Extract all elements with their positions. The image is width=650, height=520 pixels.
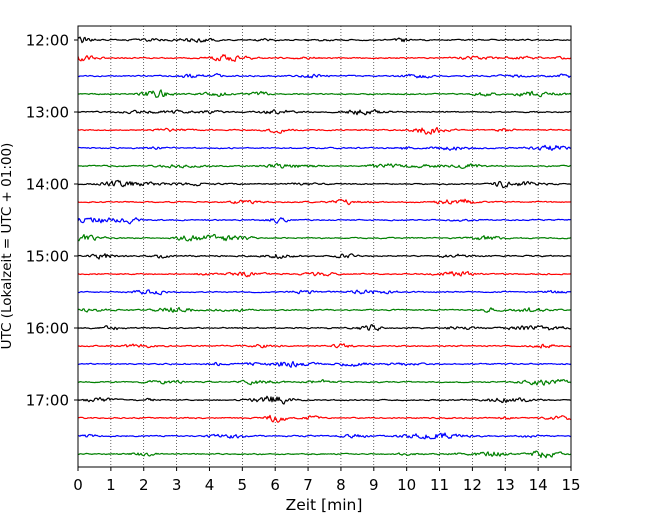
vertical-grid [110, 26, 539, 467]
trace-1700 [77, 395, 572, 405]
trace-1545 [77, 306, 572, 313]
x-tick-label: 15 [561, 476, 580, 494]
x-tick-label: 6 [270, 476, 280, 494]
trace-1515 [77, 270, 572, 278]
x-tick-label: 8 [336, 476, 346, 494]
x-tick-label: 9 [369, 476, 379, 494]
trace-1530 [77, 289, 572, 296]
trace-1245 [77, 89, 572, 98]
x-tick-label: 7 [303, 476, 313, 494]
trace-1645 [77, 378, 572, 386]
trace-1345 [77, 162, 572, 169]
trace-1730 [77, 432, 572, 440]
seismogram-traces [77, 36, 572, 459]
plot-frame [77, 25, 572, 468]
x-tick-label: 13 [496, 476, 515, 494]
y-tick-label: 13:00 [26, 104, 69, 122]
y-tick-label: 15:00 [26, 248, 69, 266]
y-tick-label: 17:00 [26, 392, 69, 410]
trace-1615 [77, 343, 572, 349]
x-tick-label: 5 [238, 476, 248, 494]
trace-1630 [77, 360, 572, 368]
y-tick-label: 12:00 [26, 32, 69, 50]
x-tick-label: 1 [106, 476, 116, 494]
trace-1330 [77, 144, 572, 151]
x-tick-label: 11 [430, 476, 449, 494]
y-axis: 12:00 13:00 14:00 15:00 16:00 17:00 [26, 32, 78, 410]
x-axis-label: Zeit [min] [286, 496, 363, 514]
x-tick-label: 2 [139, 476, 149, 494]
trace-1415 [77, 198, 572, 206]
trace-1430 [77, 217, 572, 225]
trace-1315 [77, 126, 572, 135]
trace-1445 [77, 233, 572, 242]
x-tick-label: 14 [529, 476, 548, 494]
trace-1715 [77, 414, 572, 423]
trace-1215 [77, 54, 572, 62]
x-tick-label: 4 [205, 476, 215, 494]
trace-1500 [77, 253, 572, 260]
trace-1230 [77, 72, 572, 79]
x-tick-label: 12 [463, 476, 482, 494]
x-tick-label: 3 [172, 476, 182, 494]
x-axis: 0 1 2 3 4 5 6 7 8 9 10 11 12 13 14 15 [73, 467, 581, 494]
trace-1600 [77, 324, 572, 332]
y-tick-label: 14:00 [26, 176, 69, 194]
y-axis-label: UTC (Lokalzeit = UTC + 01:00) [0, 143, 15, 350]
trace-1200 [77, 36, 572, 44]
trace-1745 [77, 450, 572, 459]
y-tick-label: 16:00 [26, 320, 69, 338]
x-tick-label: 10 [397, 476, 416, 494]
x-tick-label: 0 [73, 476, 83, 494]
trace-1400 [77, 179, 572, 189]
trace-1300 [77, 108, 572, 116]
